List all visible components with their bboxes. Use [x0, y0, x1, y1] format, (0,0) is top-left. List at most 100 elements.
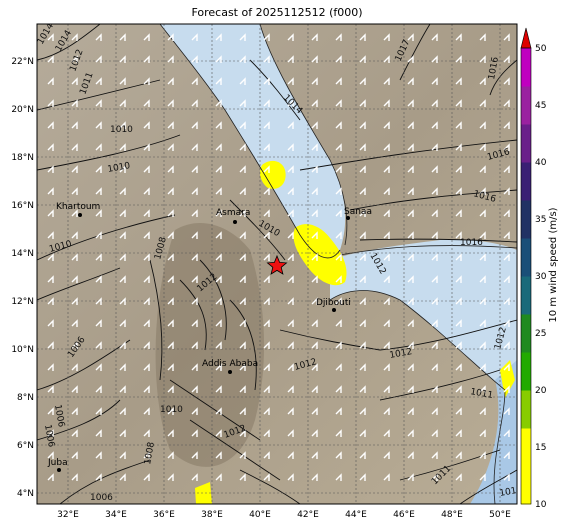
wind-barb: [311, 429, 318, 437]
wind-barb: [167, 451, 174, 459]
wind-barb: [191, 231, 198, 239]
wind-barb: [143, 385, 150, 393]
wind-barb: [455, 473, 462, 481]
wind-barb: [311, 99, 318, 107]
wind-barb: [143, 429, 150, 437]
wind-barb: [263, 209, 270, 217]
wind-barb: [383, 121, 390, 129]
lon-tick-34: 34°E: [105, 510, 127, 520]
wind-barb: [71, 231, 78, 239]
wind-barb: [143, 275, 150, 283]
wind-barb: [359, 55, 366, 63]
wind-barb: [167, 407, 174, 415]
wind-barb: [71, 297, 78, 305]
wind-barb: [191, 275, 198, 283]
wind-barb: [335, 143, 342, 151]
wind-barb: [119, 297, 126, 305]
wind-barb: [263, 451, 270, 459]
wind-barb: [263, 473, 270, 481]
wind-barb: [215, 341, 222, 349]
wind-barb: [167, 231, 174, 239]
wind-barb: [407, 363, 414, 371]
isobar-label: 1016: [460, 238, 483, 248]
wind-barb: [239, 55, 246, 63]
wind-barb: [263, 33, 270, 41]
isobar-label: 1012: [389, 347, 413, 361]
wind-barb: [479, 55, 486, 63]
wind-barb: [47, 77, 54, 85]
wind-barb: [47, 319, 54, 327]
wind-barb: [191, 77, 198, 85]
wind-barb: [479, 363, 486, 371]
wind-barb: [311, 319, 318, 327]
wind-barb: [263, 253, 270, 261]
wind-barb: [215, 121, 222, 129]
wind-barb: [455, 143, 462, 151]
wind-barb: [143, 231, 150, 239]
wind-barb: [503, 363, 510, 371]
wind-barb: [407, 165, 414, 173]
wind-barb: [71, 407, 78, 415]
wind-barb: [143, 319, 150, 327]
wind-barb: [191, 99, 198, 107]
lat-tick-16: 16°N: [11, 201, 34, 211]
wind-barb: [407, 297, 414, 305]
wind-barb: [167, 363, 174, 371]
wind-barb: [239, 143, 246, 151]
wind-barb: [95, 77, 102, 85]
wind-barb: [119, 275, 126, 283]
wind-barb: [431, 341, 438, 349]
wind-barb: [47, 451, 54, 459]
wind-barb: [455, 253, 462, 261]
wind-barb: [431, 99, 438, 107]
lon-tick-36: 36°E: [153, 510, 175, 520]
wind-barb: [215, 33, 222, 41]
wind-barb: [335, 363, 342, 371]
wind-barb: [71, 473, 78, 481]
isobar-label: 1008: [143, 441, 157, 466]
wind-barb: [431, 319, 438, 327]
wind-barb: [263, 297, 270, 305]
wind-barb: [359, 473, 366, 481]
wind-barb: [479, 165, 486, 173]
wind-barb: [407, 231, 414, 239]
wind-barb: [311, 275, 318, 283]
wind-barb: [215, 253, 222, 261]
wind-barb: [95, 363, 102, 371]
wind-barb: [503, 385, 510, 393]
plot-frame: [36, 23, 518, 505]
wind-barb: [455, 231, 462, 239]
colorbar-tick-label: 45: [535, 101, 546, 111]
wind-barb: [287, 363, 294, 371]
colorbar-frame: [520, 47, 532, 505]
wind-barb: [47, 121, 54, 129]
wind-barb: [455, 297, 462, 305]
wind-barb: [503, 77, 510, 85]
lon-tick-48: 48°E: [441, 510, 463, 520]
wind-barb: [359, 429, 366, 437]
wind-barb: [455, 319, 462, 327]
wind-barb: [215, 187, 222, 195]
wind-barb: [335, 473, 342, 481]
wind-barb: [191, 121, 198, 129]
wind-barb: [47, 429, 54, 437]
wind-barb: [95, 55, 102, 63]
wind-barb: [383, 319, 390, 327]
wind-barb: [215, 165, 222, 173]
wind-barb: [503, 429, 510, 437]
wind-barb: [383, 297, 390, 305]
wind-barb: [71, 77, 78, 85]
wind-barb: [383, 209, 390, 217]
wind-barb: [119, 385, 126, 393]
wind-barb: [215, 319, 222, 327]
wind-barb: [47, 99, 54, 107]
wind-barb: [95, 121, 102, 129]
wind-barb: [335, 165, 342, 173]
wind-barb: [119, 319, 126, 327]
wind-barb: [119, 451, 126, 459]
wind-zone-2: [293, 224, 347, 286]
wind-barb: [71, 121, 78, 129]
wind-barb: [431, 297, 438, 305]
wind-barb: [455, 363, 462, 371]
wind-barb: [407, 429, 414, 437]
